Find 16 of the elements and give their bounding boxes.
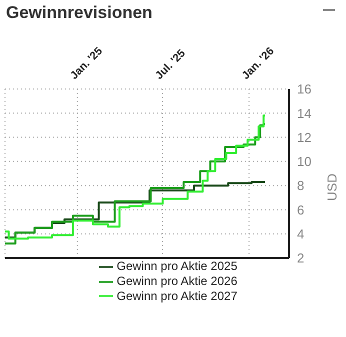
legend-label: Gewinn pro Aktie 2025 bbox=[116, 259, 238, 273]
y-tick-label: 10 bbox=[297, 154, 312, 170]
legend-label: Gewinn pro Aktie 2027 bbox=[116, 288, 238, 303]
y-tick-label: 8 bbox=[297, 178, 304, 194]
y-tick-label: 14 bbox=[297, 106, 312, 121]
y-axis-title: USD bbox=[324, 174, 340, 201]
x-tick-label: Jan. '26 bbox=[240, 45, 277, 82]
y-tick-label: 6 bbox=[297, 202, 304, 218]
y-tick-label: 12 bbox=[297, 130, 312, 145]
y-tick-label: 16 bbox=[297, 82, 312, 97]
y-tick-label: 2 bbox=[297, 250, 304, 266]
x-tick-label: Jul. '25 bbox=[153, 47, 188, 82]
y-tick-label: 4 bbox=[297, 226, 304, 242]
legend-label: Gewinn pro Aktie 2026 bbox=[116, 274, 238, 288]
chart-title: Gewinnrevisionen bbox=[6, 3, 152, 23]
x-tick-label: Jan. '25 bbox=[68, 45, 105, 82]
